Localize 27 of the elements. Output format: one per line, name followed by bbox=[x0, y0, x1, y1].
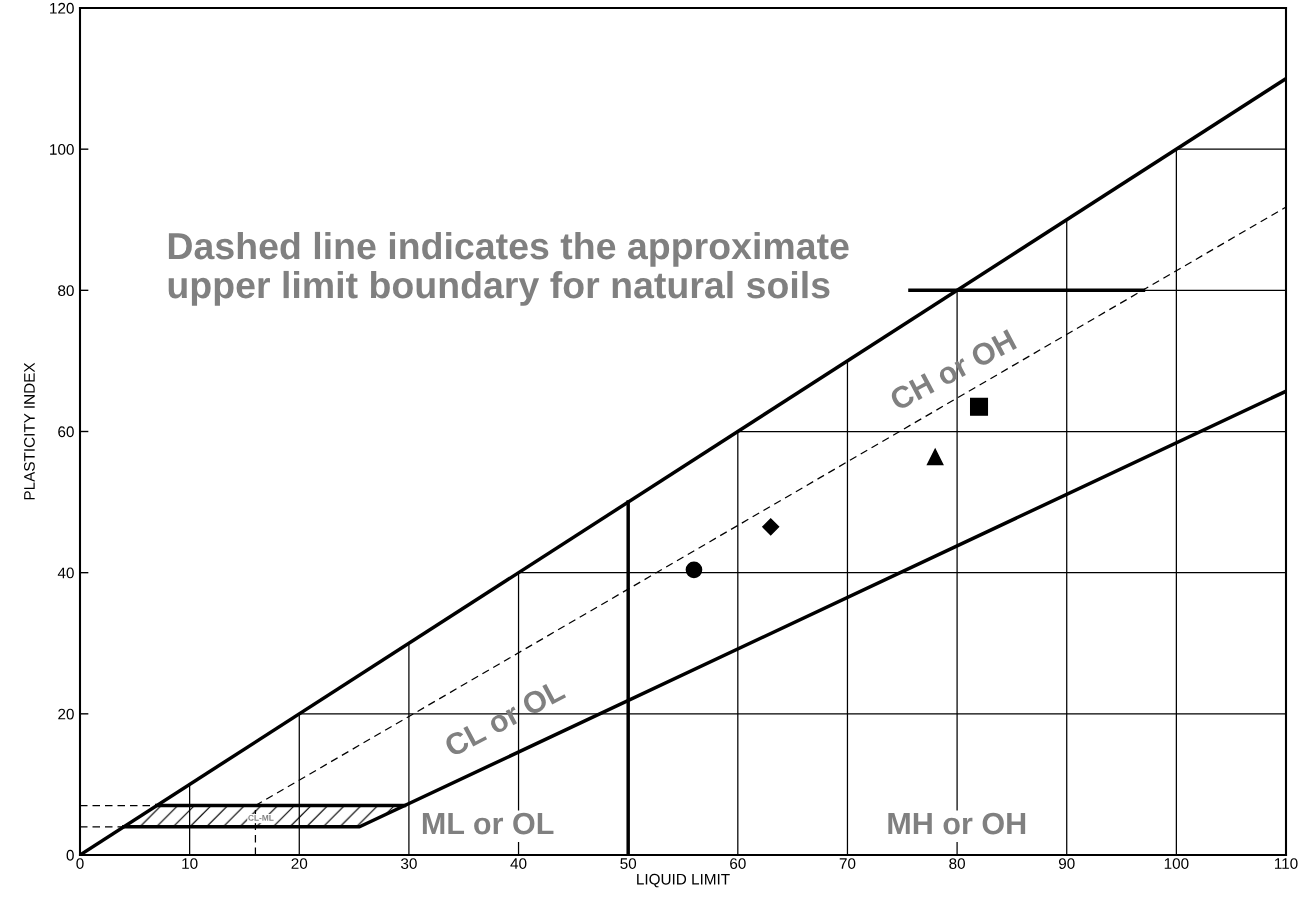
x-tick-label: 0 bbox=[76, 858, 84, 869]
y-axis-title: PLASTICITY INDEX bbox=[24, 362, 35, 500]
x-tick-label: 30 bbox=[401, 858, 417, 869]
x-tick-label: 40 bbox=[510, 858, 527, 869]
x-tick-label: 70 bbox=[839, 858, 856, 869]
y-tick-label: 40 bbox=[57, 567, 74, 579]
y-tick-label: 60 bbox=[58, 426, 74, 438]
annotation: Dashed line indicates the approximate upper limit boundary for natural soils bbox=[168, 231, 849, 306]
annotation: CL-ML bbox=[248, 814, 274, 821]
x-tick-label: 50 bbox=[620, 858, 637, 869]
y-tick-label: 80 bbox=[58, 285, 74, 297]
x-tick-label: 20 bbox=[291, 858, 308, 869]
annotation: MH or OH bbox=[888, 812, 1026, 835]
annotation: CL or OL bbox=[443, 678, 567, 758]
annotation: ML or OL bbox=[422, 812, 554, 835]
x-tick-label: 100 bbox=[1164, 858, 1189, 869]
annotation: CH or OH bbox=[888, 329, 1018, 412]
y-tick-label: 120 bbox=[50, 2, 74, 14]
y-tick-label: 0 bbox=[66, 849, 74, 861]
x-tick-label: 60 bbox=[730, 858, 746, 869]
y-tick-label: 20 bbox=[58, 708, 74, 720]
x-tick-label: 110 bbox=[1274, 858, 1298, 869]
x-tick-label: 90 bbox=[1058, 858, 1075, 869]
x-axis-title: LIQUID LIMIT bbox=[637, 873, 730, 888]
y-tick-label: 100 bbox=[50, 144, 74, 155]
x-tick-label: 10 bbox=[182, 858, 198, 869]
x-tick-label: 80 bbox=[949, 858, 965, 869]
